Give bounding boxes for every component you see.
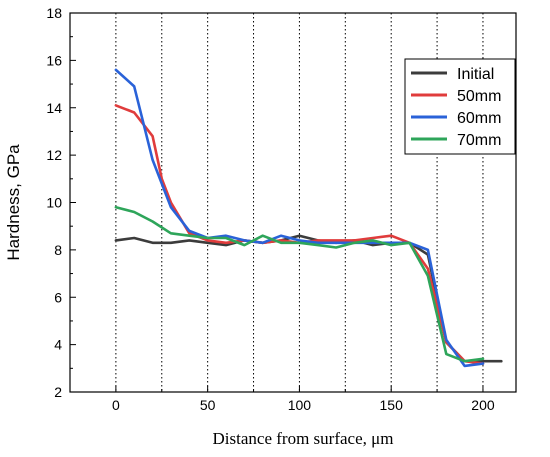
y-tick-label: 14 [46,100,62,116]
y-tick-label: 18 [46,5,62,21]
y-tick-label: 10 [46,195,62,211]
x-tick-label: 200 [471,397,495,413]
x-axis-title: Distance from surface, μm [213,429,394,448]
series-line-60mm [114,68,485,368]
grid-layer [115,13,484,392]
ticks-layer: 0 50 100 150 200 2 4 6 8 10 12 14 16 18 [46,5,494,413]
y-tick-label: 4 [54,337,62,353]
y-tick-label: 16 [46,52,62,68]
legend-label-50mm: 50mm [457,88,501,105]
y-tick-label: 6 [54,289,62,305]
legend-label-70mm: 70mm [457,132,501,149]
y-tick-label: 2 [54,384,62,400]
x-tick-label: 50 [200,397,216,413]
y-tick-label: 12 [46,147,62,163]
legend-label-60mm: 60mm [457,110,501,127]
legend: Initial 50mm 60mm 70mm [404,58,516,155]
x-tick-label: 0 [112,397,120,413]
y-axis-title: Hardness, GPa [4,144,23,261]
x-tick-label: 100 [288,397,312,413]
x-tick-label: 150 [380,397,404,413]
y-tick-label: 8 [54,242,62,258]
series-layer [114,68,503,368]
legend-label-initial: Initial [457,66,494,83]
series-line-70mm [114,205,485,363]
